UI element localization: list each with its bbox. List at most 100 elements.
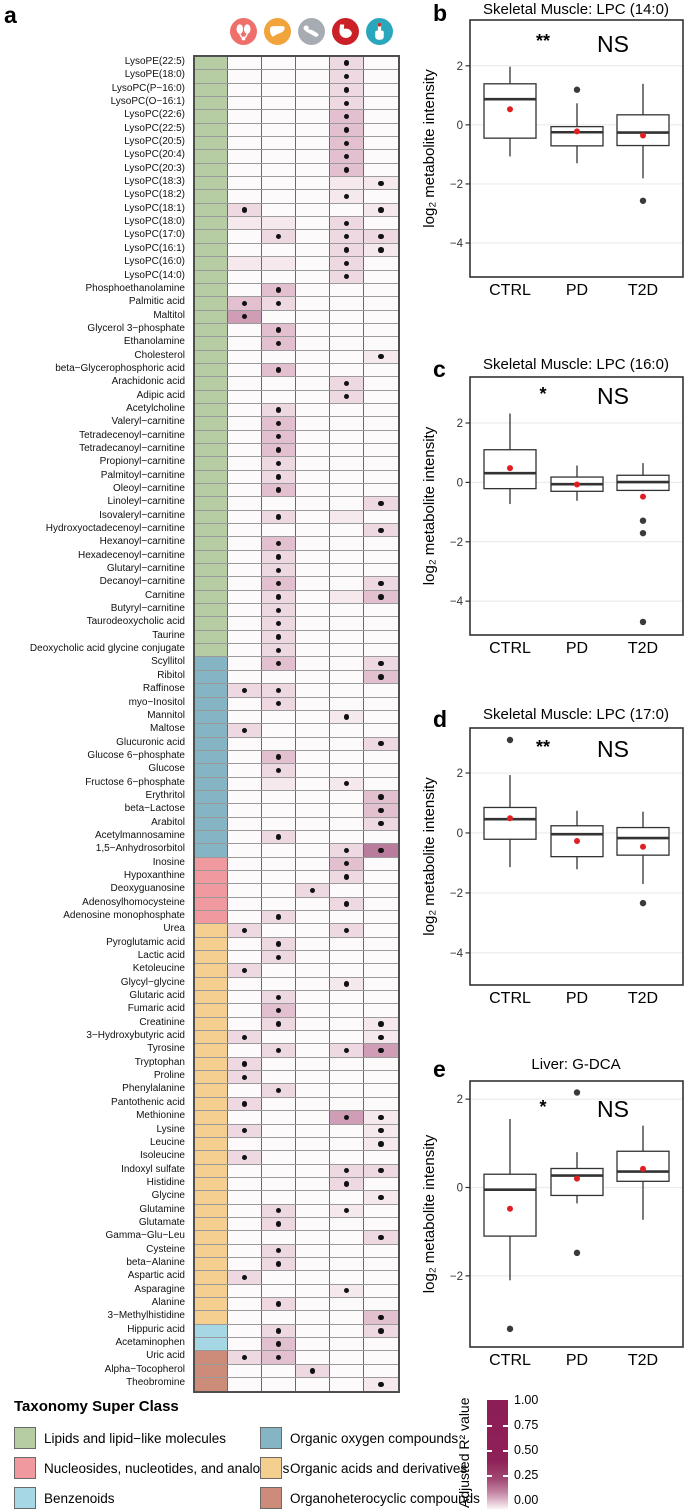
heatmap-cell-liver xyxy=(262,1057,296,1071)
heatmap-row xyxy=(195,137,398,151)
heatmap-cell-serum xyxy=(364,1284,398,1297)
y-axis-title: log₂ metabolite intensity xyxy=(421,1134,438,1293)
heatmap-cell-pancreas xyxy=(296,777,330,790)
heatmap-row xyxy=(195,1351,398,1365)
boxplot-title: Skeletal Muscle: LPC (14:0) xyxy=(483,1,669,18)
box-t2d xyxy=(616,114,670,147)
taxonomy-class-cell xyxy=(195,724,228,737)
taxonomy-class-cell xyxy=(195,230,228,243)
heatmap-cell-skeletal-muscle xyxy=(330,457,364,470)
metabolite-label: LysoPC(17:0) xyxy=(124,229,185,241)
taxonomy-class-cell xyxy=(195,203,228,217)
significance-dot xyxy=(378,1382,384,1388)
taxonomy-class-cell xyxy=(195,1378,228,1392)
heatmap-cell-serum xyxy=(364,283,398,297)
metabolite-label: Isoleucine xyxy=(139,1150,185,1162)
taxonomy-class-cell xyxy=(195,1031,228,1044)
heatmap-row xyxy=(195,964,398,978)
significance-dot xyxy=(275,767,282,774)
legend-swatch-benzenoids xyxy=(14,1487,36,1509)
heatmap-cell-kidney xyxy=(228,1044,262,1057)
boxplot-panel-e: CTRL PD T2D 2 0 −2 Liver: G-DCA log₂ metabolite… xyxy=(421,1056,684,1369)
heatmap-cell-pancreas xyxy=(296,710,330,724)
heatmap-cell-kidney xyxy=(228,964,262,977)
heatmap-cell-skeletal-muscle xyxy=(330,924,364,937)
heatmap-cell-skeletal-muscle xyxy=(330,750,364,764)
heatmap-cell-kidney xyxy=(228,577,262,590)
taxonomy-class-cell xyxy=(195,1284,228,1297)
heatmap-cell-skeletal-muscle xyxy=(330,991,364,1004)
significance-dot xyxy=(275,1301,282,1307)
significance-dot xyxy=(275,1047,282,1054)
heatmap-cell-skeletal-muscle xyxy=(330,510,364,524)
heatmap-cell-liver xyxy=(262,764,296,777)
heatmap-row xyxy=(195,1017,398,1032)
heatmap-cell-liver xyxy=(262,537,296,550)
heatmap-cell-kidney xyxy=(228,750,262,764)
heatmap-cell-skeletal-muscle xyxy=(330,1164,364,1177)
heatmap-cell-kidney xyxy=(228,1324,262,1337)
heatmap-cell-skeletal-muscle xyxy=(330,684,364,697)
heatmap-cell-pancreas xyxy=(296,403,330,417)
significance-dot xyxy=(343,981,350,987)
heatmap-row xyxy=(195,377,398,391)
heatmap-cell-skeletal-muscle xyxy=(330,1204,364,1217)
taxonomy-class-cell xyxy=(195,617,228,630)
taxonomy-class-cell xyxy=(195,390,228,403)
significance-dot xyxy=(378,674,384,680)
panel-b-label: b xyxy=(433,0,448,26)
heatmap-cell-serum xyxy=(364,203,398,217)
heatmap-cell-pancreas xyxy=(296,1231,330,1244)
significance-dot xyxy=(343,1181,350,1187)
heatmap-cell-liver xyxy=(262,737,296,750)
heatmap-cell-kidney xyxy=(228,564,262,577)
y-axis-title: log₂ metabolite intensity xyxy=(421,777,438,936)
heatmap-row xyxy=(195,1137,398,1152)
heatmap-cell-pancreas xyxy=(296,577,330,590)
heatmap-cell-serum xyxy=(364,243,398,257)
mean-dot xyxy=(640,493,646,500)
heatmap-cell-pancreas xyxy=(296,724,330,737)
y-axis-title: log₂ metabolite intensity xyxy=(421,426,438,585)
organ-icons-row xyxy=(226,16,396,46)
significance-dot xyxy=(275,914,282,920)
significance-dot xyxy=(275,1328,282,1334)
significance-dot xyxy=(378,741,384,747)
heatmap-cell-pancreas xyxy=(296,991,330,1004)
significance-dot xyxy=(343,220,350,226)
plot-border xyxy=(469,1080,684,1348)
metabolite-label: LysoPE(22:5) xyxy=(124,56,185,67)
metabolite-label: Maltose xyxy=(149,723,185,735)
metabolite-label: Linoleyl−carnitine xyxy=(107,496,185,508)
heatmap-cell-serum xyxy=(364,777,398,790)
metabolite-label: Aspartic acid xyxy=(127,1270,185,1282)
taxonomy-class-cell xyxy=(195,1324,228,1337)
heatmap-cell-liver xyxy=(262,150,296,163)
metabolite-label: Hippuric acid xyxy=(127,1323,185,1335)
heatmap-cell-serum xyxy=(364,1124,398,1137)
heatmap-cell-kidney xyxy=(228,590,262,604)
heatmap-cell-serum xyxy=(364,524,398,537)
heatmap-cell-liver xyxy=(262,790,296,804)
taxonomy-class-cell xyxy=(195,417,228,430)
heatmap-cell-serum xyxy=(364,430,398,443)
heatmap-cell-serum xyxy=(364,230,398,243)
legend-item-organic-oxygen: Organic oxygen compounds xyxy=(260,1427,480,1449)
heatmap-cell-skeletal-muscle xyxy=(330,230,364,243)
legend-label: Lipids and lipid−like molecules xyxy=(44,1430,226,1446)
heatmap-cell-serum xyxy=(364,1044,398,1057)
significance-dot xyxy=(241,1354,248,1361)
heatmap-cell-kidney xyxy=(228,1231,262,1244)
heatmap-row xyxy=(195,657,398,671)
heatmap-row xyxy=(195,790,398,805)
significance-dot xyxy=(343,60,350,66)
heatmap-cell-pancreas xyxy=(296,1057,330,1071)
heatmap-cell-serum xyxy=(364,1204,398,1217)
significance-dot xyxy=(275,1208,282,1214)
heatmap-cell-serum xyxy=(364,991,398,1004)
legend-item-lipids: Lipids and lipid−like molecules xyxy=(14,1427,260,1449)
heatmap-cell-pancreas xyxy=(296,1338,330,1351)
heatmap-row xyxy=(195,1217,398,1232)
heatmap-cell-serum xyxy=(364,870,398,884)
significance-dot xyxy=(343,927,350,934)
